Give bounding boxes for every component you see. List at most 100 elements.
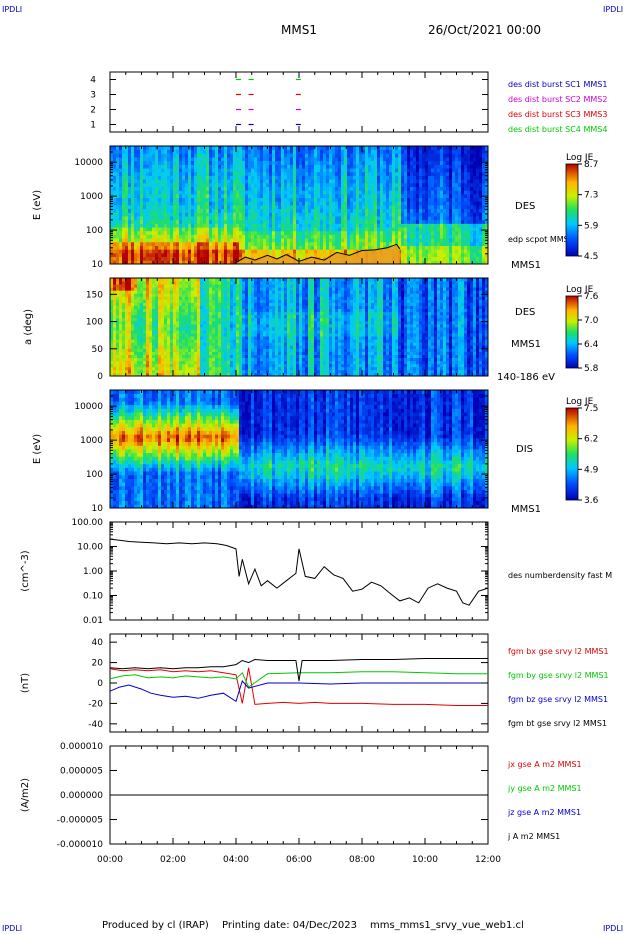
des-pitch-cell xyxy=(137,281,141,285)
des-energy-cell xyxy=(407,164,411,169)
des-energy-cell xyxy=(464,190,468,195)
des-energy-cell xyxy=(242,149,246,154)
des-energy-cell xyxy=(356,227,360,232)
des-energy-cell xyxy=(401,149,405,154)
des-pitch-cell xyxy=(143,305,147,310)
des-energy-cell xyxy=(293,201,297,206)
des-energy-cell xyxy=(368,241,372,246)
des-energy-cell xyxy=(185,256,189,261)
des-energy-cell xyxy=(350,182,354,187)
des-energy-cell xyxy=(299,208,303,213)
des-energy-cell xyxy=(398,146,402,151)
des-energy-cell xyxy=(140,216,144,221)
des-energy-cell xyxy=(143,168,147,173)
des-energy-cell xyxy=(362,175,366,180)
des-energy-cell xyxy=(164,249,168,254)
des-energy-cell xyxy=(188,249,192,254)
des-energy-cell xyxy=(464,260,468,265)
des-energy-cell xyxy=(329,227,333,232)
des-energy-cell xyxy=(464,175,468,180)
des-energy-cell xyxy=(209,153,213,158)
des-energy-cell xyxy=(221,157,225,162)
des-energy-cell xyxy=(350,168,354,173)
des-energy-cell xyxy=(215,212,219,217)
des-energy-cell xyxy=(173,146,177,151)
des-energy-cell xyxy=(389,197,393,202)
des-energy-cell xyxy=(227,260,231,265)
des-energy-cell xyxy=(155,227,159,232)
des-energy-cell xyxy=(467,212,471,217)
des-energy-cell xyxy=(221,216,225,221)
des-energy-cell xyxy=(248,146,252,151)
des-energy-cell xyxy=(128,182,132,187)
des-energy-cell xyxy=(257,212,261,217)
des-energy-cell xyxy=(203,160,207,165)
des-pitch-cell xyxy=(185,281,189,285)
des-pitch-cell xyxy=(185,330,189,334)
des-energy-cell xyxy=(338,190,342,195)
des-energy-cell xyxy=(473,149,477,154)
des-energy-cell xyxy=(197,149,201,154)
des-energy-cell xyxy=(440,149,444,154)
des-pitch-cell xyxy=(161,308,165,313)
des-energy-cell xyxy=(317,160,321,165)
des-energy-cell xyxy=(164,223,168,228)
des-energy-cell xyxy=(248,223,252,228)
des-energy-cell xyxy=(368,234,372,239)
des-energy-cell xyxy=(146,223,150,228)
des-energy-cell xyxy=(167,146,171,151)
des-pitch-cell xyxy=(167,299,171,303)
des-energy-cell xyxy=(320,168,324,173)
des-pitch-cell xyxy=(161,287,165,291)
des-energy-cell xyxy=(149,216,153,221)
des-pitch-cell xyxy=(155,366,159,371)
des-pitch-cell xyxy=(191,360,195,365)
des-energy-cell xyxy=(137,234,141,239)
des-energy-cell xyxy=(290,212,294,217)
des-energy-cell xyxy=(206,208,210,213)
des-energy-cell xyxy=(218,182,222,187)
des-energy-cell xyxy=(131,182,135,187)
des-energy-cell xyxy=(479,230,483,235)
des-energy-cell xyxy=(377,171,381,176)
des-energy-cell xyxy=(251,182,255,187)
des-pitch-cell xyxy=(116,327,120,331)
des-energy-cell xyxy=(323,149,327,154)
des-energy-cell xyxy=(389,238,393,243)
des-energy-cell xyxy=(422,230,426,235)
des-energy-cell xyxy=(212,205,216,210)
des-pitch-cell xyxy=(128,296,132,300)
des-energy-cell xyxy=(152,164,156,169)
des-pitch-cell xyxy=(137,293,141,297)
des-energy-cell xyxy=(131,249,135,254)
des-energy-cell xyxy=(353,230,357,235)
des-energy-cell xyxy=(410,175,414,180)
des-energy-cell xyxy=(323,219,327,224)
des-energy-cell xyxy=(302,201,306,206)
des-pitch-cell xyxy=(119,330,123,334)
des-pitch-cell xyxy=(164,299,168,303)
des-energy-cell xyxy=(263,201,267,206)
des-energy-cell xyxy=(422,164,426,169)
des-energy-cell xyxy=(389,182,393,187)
des-energy-cell xyxy=(443,256,447,261)
des-energy-cell xyxy=(302,219,306,224)
des-pitch-cell xyxy=(137,296,141,300)
des-energy-cell xyxy=(182,171,186,176)
des-pitch-cell xyxy=(125,342,129,346)
des-energy-cell xyxy=(323,238,327,243)
des-energy-cell xyxy=(275,182,279,187)
des-energy-cell xyxy=(410,160,414,165)
des-energy-cell xyxy=(464,245,468,250)
des-pitch-cell xyxy=(122,281,126,285)
des-energy-cell xyxy=(200,190,204,195)
des-energy-cell xyxy=(314,212,318,217)
des-pitch-cell xyxy=(170,323,174,328)
des-energy-cell xyxy=(482,149,486,154)
des-energy-cell xyxy=(272,205,276,210)
des-energy-cell xyxy=(173,149,177,154)
des-energy-cell xyxy=(164,238,168,243)
des-energy-cell xyxy=(470,241,474,246)
des-energy-cell xyxy=(287,249,291,254)
des-pitch-cell xyxy=(176,293,180,297)
